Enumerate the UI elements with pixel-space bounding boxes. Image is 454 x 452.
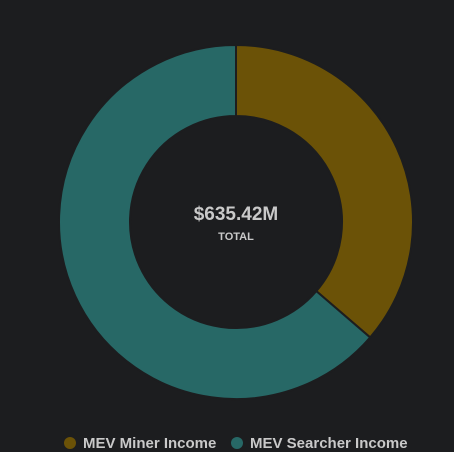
center-label: TOTAL xyxy=(218,231,254,243)
slice[interactable] xyxy=(58,43,372,400)
legend-swatch xyxy=(64,437,76,449)
center-value: $635.42M xyxy=(194,204,279,225)
donut xyxy=(58,43,414,400)
legend-label[interactable]: MEV Searcher Income xyxy=(250,435,408,452)
legend-label[interactable]: MEV Miner Income xyxy=(83,435,216,452)
legend: MEV Miner Income MEV Searcher Income xyxy=(64,435,408,452)
slice[interactable] xyxy=(235,43,414,339)
legend-swatch xyxy=(231,437,243,449)
